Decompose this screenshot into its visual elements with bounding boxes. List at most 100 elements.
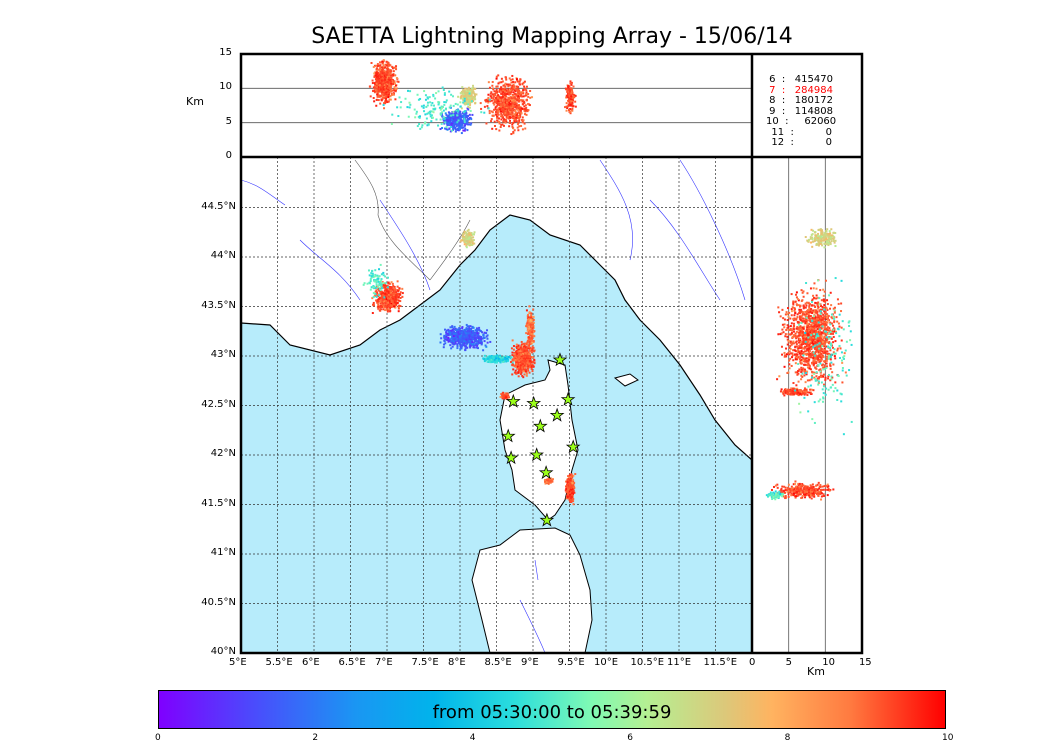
lightning-source bbox=[531, 335, 534, 338]
lightning-source bbox=[386, 306, 389, 309]
lightning-source bbox=[507, 103, 510, 106]
lightning-source bbox=[532, 315, 535, 318]
lightning-source bbox=[379, 289, 382, 292]
lightning-source bbox=[456, 127, 459, 130]
lightning-source bbox=[391, 113, 394, 116]
lightning-source bbox=[424, 94, 427, 97]
lightning-source bbox=[428, 96, 431, 99]
lightning-source bbox=[468, 236, 471, 239]
lightning-source bbox=[511, 74, 514, 77]
lightning-source bbox=[519, 99, 522, 102]
lightning-source bbox=[450, 112, 453, 115]
lightning-source bbox=[480, 338, 483, 341]
lightning-source bbox=[461, 331, 464, 334]
lightning-source bbox=[387, 84, 390, 87]
lightning-source bbox=[473, 242, 476, 245]
lightning-source bbox=[378, 84, 381, 87]
lightning-source bbox=[469, 336, 472, 339]
lightning-source bbox=[463, 330, 466, 333]
lightning-source bbox=[468, 113, 471, 116]
lightning-source bbox=[469, 116, 472, 119]
station-star-icon bbox=[529, 447, 544, 462]
lightning-source bbox=[485, 332, 488, 335]
lightning-source bbox=[804, 302, 807, 305]
lightning-source bbox=[393, 74, 396, 77]
lightning-source bbox=[474, 344, 477, 347]
lightning-source bbox=[525, 91, 528, 94]
lightning-source bbox=[516, 79, 519, 82]
lightning-source bbox=[478, 326, 481, 329]
lightning-source bbox=[387, 299, 390, 302]
lightning-source bbox=[508, 110, 511, 113]
lightning-source bbox=[518, 100, 521, 103]
lightning-source bbox=[385, 74, 388, 77]
lightning-source bbox=[484, 344, 487, 347]
lightning-source bbox=[397, 296, 400, 299]
lightning-source bbox=[502, 360, 505, 363]
lightning-source bbox=[510, 89, 513, 92]
lightning-source bbox=[488, 355, 491, 358]
lightning-source bbox=[487, 355, 490, 358]
lightning-source bbox=[460, 123, 463, 126]
lightning-source bbox=[468, 88, 471, 91]
lightning-source bbox=[473, 341, 476, 344]
lightning-source bbox=[386, 276, 389, 279]
lightning-source bbox=[493, 124, 496, 127]
lightning-source bbox=[545, 479, 548, 482]
lightning-source bbox=[388, 291, 391, 294]
lightning-source bbox=[569, 103, 572, 106]
lightning-source bbox=[457, 95, 460, 98]
lightning-source bbox=[451, 128, 454, 131]
lightning-source bbox=[504, 121, 507, 124]
lightning-source bbox=[488, 109, 491, 112]
lightning-source bbox=[523, 122, 526, 125]
lightning-source bbox=[526, 341, 529, 344]
lightning-source bbox=[505, 107, 508, 110]
lightning-source bbox=[469, 239, 472, 242]
lightning-source bbox=[529, 316, 532, 319]
station-star-icon bbox=[500, 428, 516, 443]
lightning-source bbox=[466, 229, 469, 232]
lightning-source bbox=[523, 80, 526, 83]
lightning-source bbox=[511, 125, 514, 128]
lightning-source bbox=[390, 295, 393, 298]
lightning-source bbox=[387, 96, 390, 99]
lightning-source bbox=[439, 333, 442, 336]
lightning-source bbox=[816, 305, 819, 308]
lightning-source bbox=[383, 82, 386, 85]
lightning-source bbox=[458, 329, 461, 332]
lightning-source bbox=[380, 77, 383, 80]
lightning-source bbox=[461, 234, 464, 237]
lightning-source bbox=[567, 475, 570, 478]
lightning-source bbox=[527, 102, 530, 105]
lightning-source bbox=[497, 107, 500, 110]
lightning-source bbox=[469, 342, 472, 345]
lightning-source bbox=[469, 109, 472, 112]
lightning-source bbox=[501, 80, 504, 83]
lightning-source bbox=[523, 345, 526, 348]
lightning-source bbox=[491, 111, 494, 114]
lightning-source bbox=[420, 126, 423, 129]
lightning-source bbox=[388, 287, 391, 290]
lightning-source bbox=[399, 291, 402, 294]
lightning-source bbox=[388, 282, 391, 285]
lightning-source bbox=[377, 303, 380, 306]
lightning-source bbox=[496, 95, 499, 98]
lightning-source bbox=[386, 72, 389, 75]
lightning-source bbox=[448, 118, 451, 121]
lightning-source bbox=[570, 490, 573, 493]
lightning-source bbox=[515, 93, 518, 96]
lightning-source bbox=[429, 110, 432, 113]
lightning-source bbox=[456, 335, 459, 338]
lightning-source bbox=[460, 239, 463, 242]
lightning-source bbox=[478, 335, 481, 338]
lightning-source bbox=[399, 106, 402, 109]
lightning-source bbox=[372, 286, 375, 289]
lightning-source bbox=[509, 105, 512, 108]
lightning-source bbox=[530, 338, 533, 341]
lightning-source bbox=[463, 337, 466, 340]
lightning-source bbox=[442, 119, 445, 122]
lightning-source bbox=[473, 231, 476, 234]
station-star-icon bbox=[505, 393, 521, 408]
lightning-source bbox=[413, 108, 416, 111]
